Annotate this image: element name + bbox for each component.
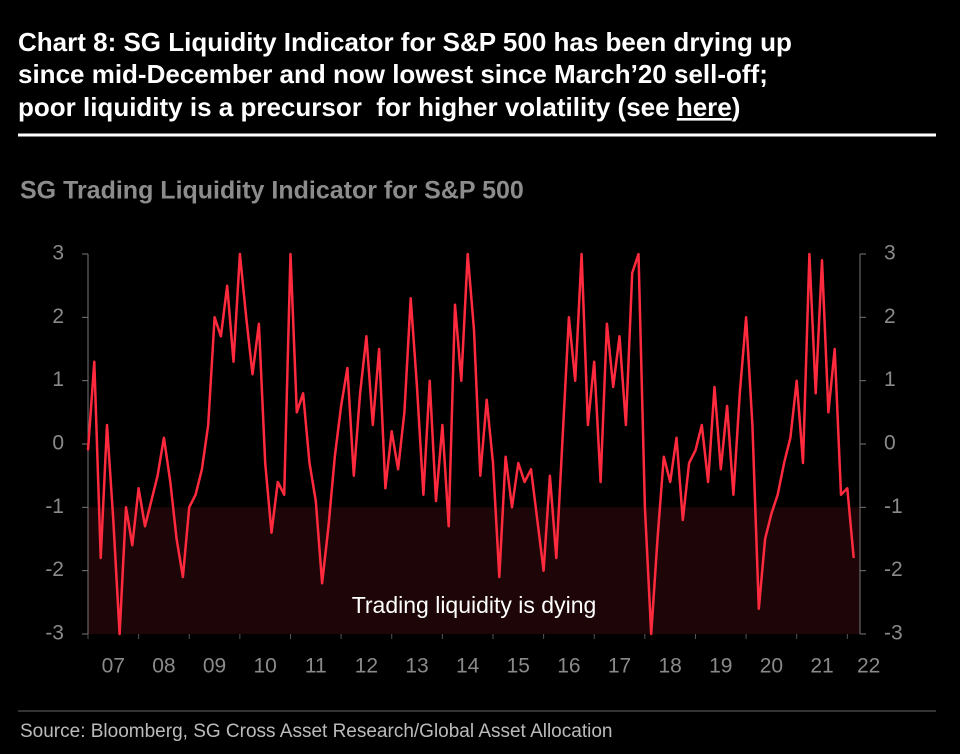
x-tick-label: 15 — [507, 655, 530, 678]
x-tick-label: 20 — [760, 655, 783, 678]
y-tick-label: 3 — [52, 242, 64, 265]
chart-title: SG Trading Liquidity Indicator for S&P 5… — [20, 177, 524, 205]
annotation: Trading liquidity is dying — [352, 592, 597, 618]
x-tick-label: 09 — [203, 655, 226, 678]
x-tick-label: 08 — [152, 655, 175, 678]
heading-line: poor liquidity is a precursor for higher… — [18, 92, 740, 122]
x-tick-label: 16 — [557, 655, 580, 678]
x-tick-label: 18 — [658, 655, 681, 678]
y-tick-label: 1 — [52, 368, 64, 391]
y2-tick-label: -1 — [884, 495, 903, 518]
heading-line: since mid-December and now lowest since … — [18, 59, 768, 89]
heading-link[interactable]: here — [677, 92, 732, 122]
y-tick-label: -3 — [45, 622, 64, 645]
x-tick-label: 07 — [102, 655, 125, 678]
y-tick-label: 0 — [52, 432, 64, 455]
x-tick-label: 14 — [456, 655, 480, 678]
y2-tick-label: 2 — [884, 305, 896, 328]
x-tick-label: 10 — [254, 655, 277, 678]
x-tick-label: 12 — [355, 655, 378, 678]
x-tick-label: 19 — [709, 655, 732, 678]
x-tick-label: 17 — [608, 655, 631, 678]
y-tick-label: -1 — [45, 495, 64, 518]
source: Source: Bloomberg, SG Cross Asset Resear… — [20, 721, 612, 742]
y2-tick-label: 1 — [884, 368, 896, 391]
y-tick-label: -2 — [45, 558, 64, 581]
y2-tick-label: -2 — [884, 558, 903, 581]
x-tick-label: 13 — [405, 655, 428, 678]
y2-tick-label: 3 — [884, 242, 896, 265]
x-tick-label: 21 — [810, 655, 833, 678]
x-tick-label: 22 — [857, 655, 880, 678]
y2-tick-label: -3 — [884, 622, 903, 645]
y-tick-label: 2 — [52, 305, 64, 328]
heading-text: poor liquidity is a precursor for higher… — [18, 92, 677, 122]
x-tick-label: 11 — [305, 655, 327, 678]
highlight-band — [88, 507, 860, 634]
y2-tick-label: 0 — [884, 432, 896, 455]
heading-text: ) — [732, 92, 741, 122]
heading-line: Chart 8: SG Liquidity Indicator for S&P … — [18, 27, 792, 57]
series-line — [86, 252, 855, 636]
